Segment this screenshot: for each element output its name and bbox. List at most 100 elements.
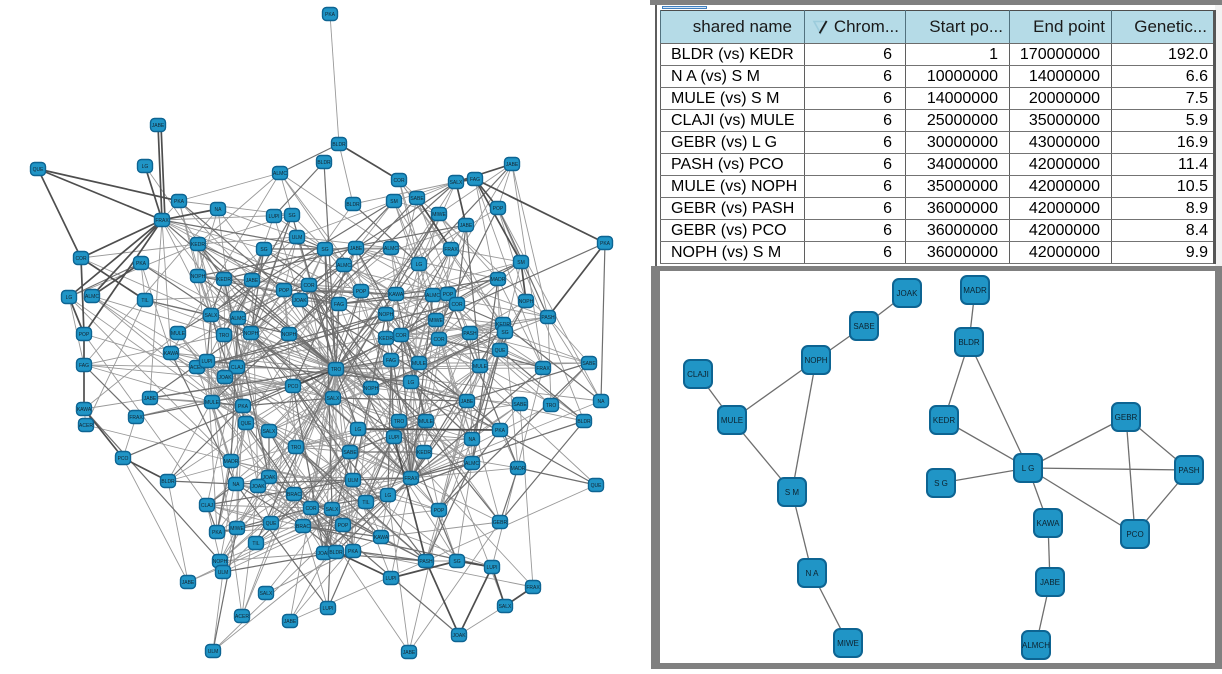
svg-text:SM: SM — [390, 199, 398, 205]
svg-text:KAWA: KAWA — [77, 407, 92, 413]
svg-text:JOAK: JOAK — [293, 298, 307, 304]
svg-text:GEBR: GEBR — [1115, 413, 1138, 422]
svg-text:LUPI: LUPI — [268, 214, 279, 220]
svg-text:SABE: SABE — [853, 322, 874, 331]
svg-text:TIL: TIL — [141, 298, 148, 304]
svg-text:ALMCH: ALMCH — [1022, 641, 1050, 650]
svg-text:JABE: JABE — [152, 123, 165, 129]
svg-text:COR: COR — [393, 178, 405, 184]
svg-text:SG: SG — [501, 330, 508, 336]
svg-text:QUE: QUE — [591, 483, 603, 489]
svg-text:COR: COR — [75, 256, 87, 262]
svg-text:CLAJ: CLAJ — [201, 503, 214, 509]
svg-text:MULE: MULE — [412, 361, 427, 367]
svg-text:TRO: TRO — [331, 367, 342, 373]
svg-text:LG: LG — [408, 380, 415, 386]
svg-text:SABE: SABE — [513, 402, 527, 408]
svg-text:POP: POP — [493, 206, 504, 212]
svg-text:ALMC: ALMC — [231, 316, 245, 322]
svg-text:FAG: FAG — [386, 358, 396, 364]
svg-text:BLDR: BLDR — [317, 160, 331, 166]
svg-text:KAWA: KAWA — [374, 535, 389, 541]
svg-text:NA: NA — [469, 437, 477, 443]
svg-text:SALX: SALX — [499, 604, 512, 610]
svg-text:SABE: SABE — [343, 450, 357, 456]
svg-text:PCO: PCO — [1126, 530, 1143, 539]
svg-text:TRO: TRO — [219, 333, 230, 339]
svg-text:LG: LG — [355, 427, 362, 433]
svg-text:MIWE: MIWE — [837, 639, 859, 648]
svg-text:ALMC: ALMC — [273, 171, 287, 177]
svg-text:QUE: QUE — [33, 167, 45, 173]
svg-text:PKA: PKA — [174, 199, 185, 205]
svg-text:MADR: MADR — [511, 466, 526, 472]
svg-text:NA: NA — [233, 482, 241, 488]
svg-text:SG: SG — [321, 247, 328, 253]
svg-text:LG: LG — [66, 295, 73, 301]
svg-text:MIWE: MIWE — [230, 526, 244, 532]
svg-text:MULE: MULE — [419, 419, 434, 425]
svg-text:SM: SM — [517, 260, 525, 266]
svg-text:ULM: ULM — [348, 478, 359, 484]
svg-text:QUE: QUE — [241, 421, 253, 427]
svg-text:PKA: PKA — [212, 530, 223, 536]
svg-text:JOAK: JOAK — [897, 289, 919, 298]
svg-text:MIWE: MIWE — [429, 318, 443, 324]
svg-text:SALX: SALX — [205, 313, 218, 319]
svg-text:BLDR: BLDR — [332, 142, 346, 148]
svg-text:LUPI: LUPI — [486, 565, 497, 571]
svg-text:ALMC: ALMC — [465, 461, 479, 467]
svg-text:FAG: FAG — [334, 302, 344, 308]
svg-text:PKA: PKA — [325, 12, 336, 18]
svg-text:KAWA: KAWA — [164, 351, 179, 357]
svg-text:L G: L G — [1022, 464, 1035, 473]
svg-text:JOAK: JOAK — [262, 475, 276, 481]
svg-text:PKA: PKA — [238, 404, 249, 410]
svg-text:TRO: TRO — [546, 403, 557, 409]
svg-text:POP: POP — [356, 289, 367, 295]
svg-text:ULM: ULM — [292, 235, 303, 241]
svg-text:SALX: SALX — [263, 429, 276, 435]
svg-text:PCO: PCO — [118, 456, 129, 462]
svg-text:ULM: ULM — [218, 570, 229, 576]
svg-text:COR: COR — [433, 337, 445, 343]
svg-text:JOAK: JOAK — [251, 484, 265, 490]
svg-text:SABE: SABE — [410, 196, 424, 202]
svg-text:PASH: PASH — [541, 315, 555, 321]
svg-text:N A: N A — [806, 569, 820, 578]
svg-text:MULE: MULE — [171, 331, 186, 337]
svg-text:QUE: QUE — [495, 348, 507, 354]
svg-text:SABE: SABE — [582, 361, 596, 367]
svg-text:MULE: MULE — [473, 364, 488, 370]
svg-text:ALMC: ALMC — [85, 294, 99, 300]
svg-text:LG: LG — [142, 164, 149, 170]
svg-text:S M: S M — [785, 488, 800, 497]
svg-text:FAG: FAG — [79, 363, 89, 369]
svg-text:PASH: PASH — [1178, 466, 1199, 475]
svg-text:MULE: MULE — [721, 416, 743, 425]
svg-text:KEDR: KEDR — [933, 416, 955, 425]
svg-text:COR: COR — [395, 333, 407, 339]
svg-text:PASH: PASH — [419, 559, 433, 565]
svg-text:POP: POP — [79, 332, 90, 338]
svg-text:S G: S G — [934, 479, 948, 488]
svg-text:SALX: SALX — [327, 396, 340, 402]
svg-text:QUE: QUE — [266, 521, 278, 527]
svg-text:FRAX: FRAX — [155, 218, 169, 224]
svg-text:JABE: JABE — [506, 162, 519, 168]
svg-text:KAWA: KAWA — [1037, 519, 1061, 528]
svg-text:NOPH: NOPH — [213, 559, 228, 565]
svg-text:BRAC: BRAC — [296, 524, 310, 530]
svg-text:FAG: FAG — [470, 177, 480, 183]
svg-text:MADR: MADR — [491, 277, 506, 283]
svg-text:FRAX: FRAX — [536, 366, 550, 372]
svg-text:PKA: PKA — [600, 241, 611, 247]
svg-text:BLDR: BLDR — [329, 550, 343, 556]
svg-text:JOAK: JOAK — [218, 375, 232, 381]
svg-text:NOPH: NOPH — [191, 274, 206, 280]
svg-text:PKA: PKA — [348, 549, 359, 555]
svg-text:FRAX: FRAX — [404, 476, 418, 482]
svg-text:NOPH: NOPH — [804, 356, 827, 365]
svg-text:ULM: ULM — [208, 649, 219, 655]
svg-text:MADR: MADR — [963, 286, 987, 295]
